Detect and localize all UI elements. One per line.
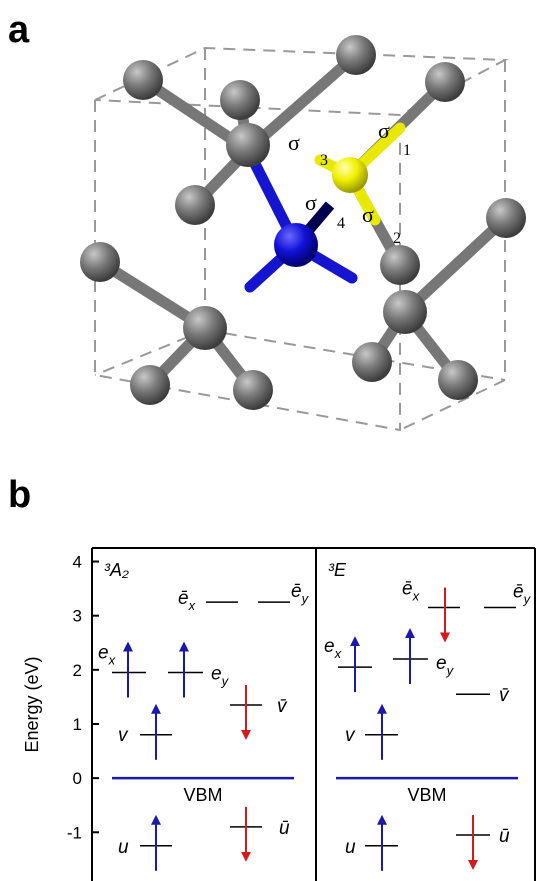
state-title: ³E [328,560,347,580]
level-symbol: ē [402,579,413,600]
panel-label: b [8,474,31,516]
level-subscript: y [446,663,455,678]
level-label: ū [279,818,290,839]
level-symbol: v [345,725,356,746]
level-symbol: u [118,837,129,858]
level-subscript: x [334,646,342,661]
reference-label: VBM [183,785,222,805]
level-label: u [345,837,356,858]
level-label: ēy [513,582,532,607]
crystal-structure [80,35,526,430]
sigma-symbol: σ [362,202,374,227]
panel-label: a [8,9,30,51]
level-label: ex [98,643,116,668]
state-title: ³A₂ [104,560,129,580]
level-symbol: v̄ [277,696,288,717]
level-symbol: e [211,664,222,685]
level-label: u [118,837,129,858]
level-symbol: e [436,653,447,674]
y-tick-label: -1 [67,823,82,842]
sigma-index: 1 [403,142,411,159]
y-tick-label: 4 [73,553,82,572]
level-symbol: e [324,636,335,657]
level-symbol: ū [499,826,510,847]
level-label: ēx [402,579,420,604]
y-tick-label: 3 [73,607,82,626]
level-symbol: ē [291,581,302,602]
level-subscript: x [412,589,420,604]
level-label: ey [211,664,230,689]
level-subscript: y [523,592,532,607]
level-label: v̄ [277,696,288,717]
level-label: ex [324,636,342,661]
level-label: ēx [178,588,196,613]
level-symbol: ē [178,588,189,609]
level-label: v [345,725,356,746]
y-tick-label: 1 [73,715,82,734]
level-label: ey [436,653,455,678]
y-tick-label: 2 [73,661,82,680]
level-label: ēy [291,581,310,606]
y-axis-label: Energy (eV) [22,656,42,752]
level-subscript: y [221,674,230,689]
level-label: v̄ [499,685,510,706]
sigma-symbol: σ [305,190,317,215]
level-symbol: ē [513,582,524,603]
sigma-index: 3 [320,152,328,169]
level-symbol: u [345,837,356,858]
level-subscript: x [108,653,116,668]
figure: a σ1σ2σ3σ4 b Energy (eV)-101234³A₂VBMexe… [0,0,536,881]
sigma-symbol: σ [378,118,390,143]
level-symbol: v̄ [499,685,510,706]
level-subscript: y [301,591,310,606]
level-symbol: v [118,725,129,746]
level-label: ū [499,826,510,847]
level-symbol: ū [279,818,290,839]
level-subscript: x [188,598,196,613]
reference-label: VBM [407,785,446,805]
level-label: v [118,725,129,746]
sigma-index: 4 [337,215,345,232]
sigma-symbol: σ [288,130,300,155]
sigma-index: 2 [393,230,401,247]
level-symbol: e [98,643,109,664]
y-tick-label: 0 [73,769,82,788]
